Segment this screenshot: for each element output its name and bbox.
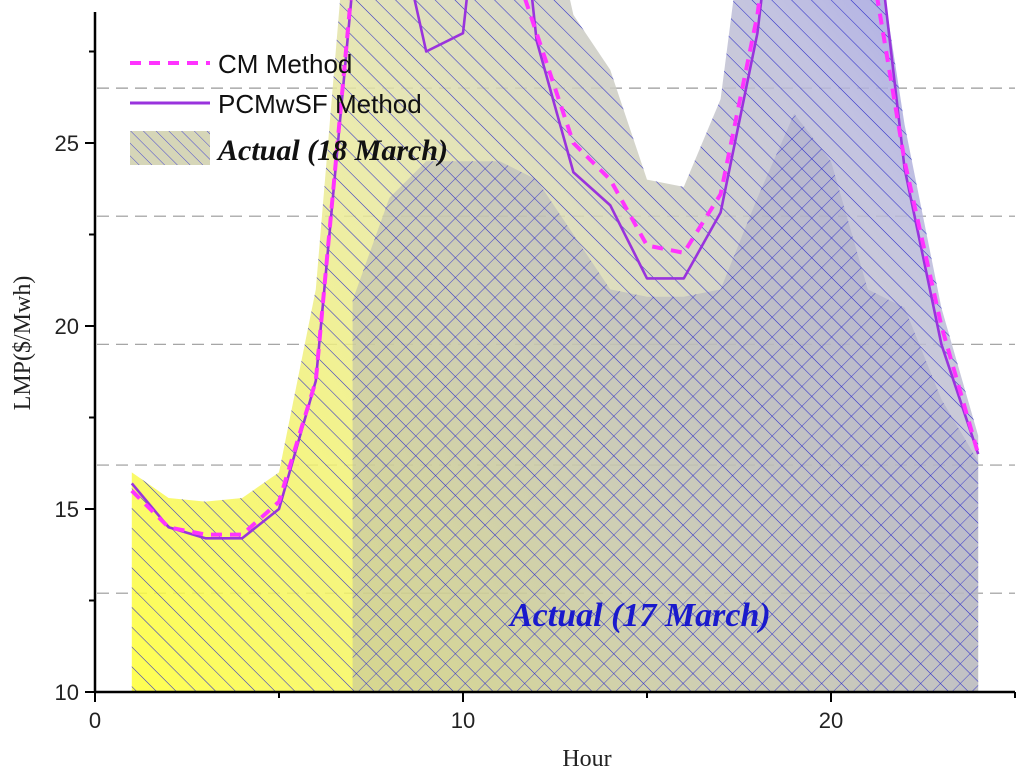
line-layer [130, 0, 981, 540]
legend: CM Method PCMwSF Method Actual (18 March… [130, 49, 448, 167]
x-tick-label: 0 [89, 708, 101, 733]
x-tick-label: 20 [819, 708, 843, 733]
y-tick-label: 10 [55, 680, 79, 705]
y-tick-label: 25 [55, 131, 79, 156]
x-tick-label: 10 [451, 708, 475, 733]
legend-pcm-label: PCMwSF Method [218, 89, 422, 119]
area-layer [131, 0, 979, 693]
y-tick-label: 20 [55, 314, 79, 339]
pcmwsf-method-line [130, 0, 980, 540]
tick-labels: 101520253035404501020 [55, 131, 844, 733]
legend-cm-label: CM Method [218, 49, 352, 79]
annotation-actual-17-march: Actual (17 March) [508, 597, 771, 634]
actual-17-march-hatch [352, 113, 979, 693]
legend-actual-label: Actual (18 March) [216, 134, 448, 167]
y-axis-label: LMP($/Mwh) [10, 276, 36, 411]
x-axis-label: Hour [562, 746, 611, 772]
y-tick-label: 15 [55, 497, 79, 522]
legend-actual-swatch-hatch [130, 131, 210, 165]
axes [85, 12, 1016, 702]
